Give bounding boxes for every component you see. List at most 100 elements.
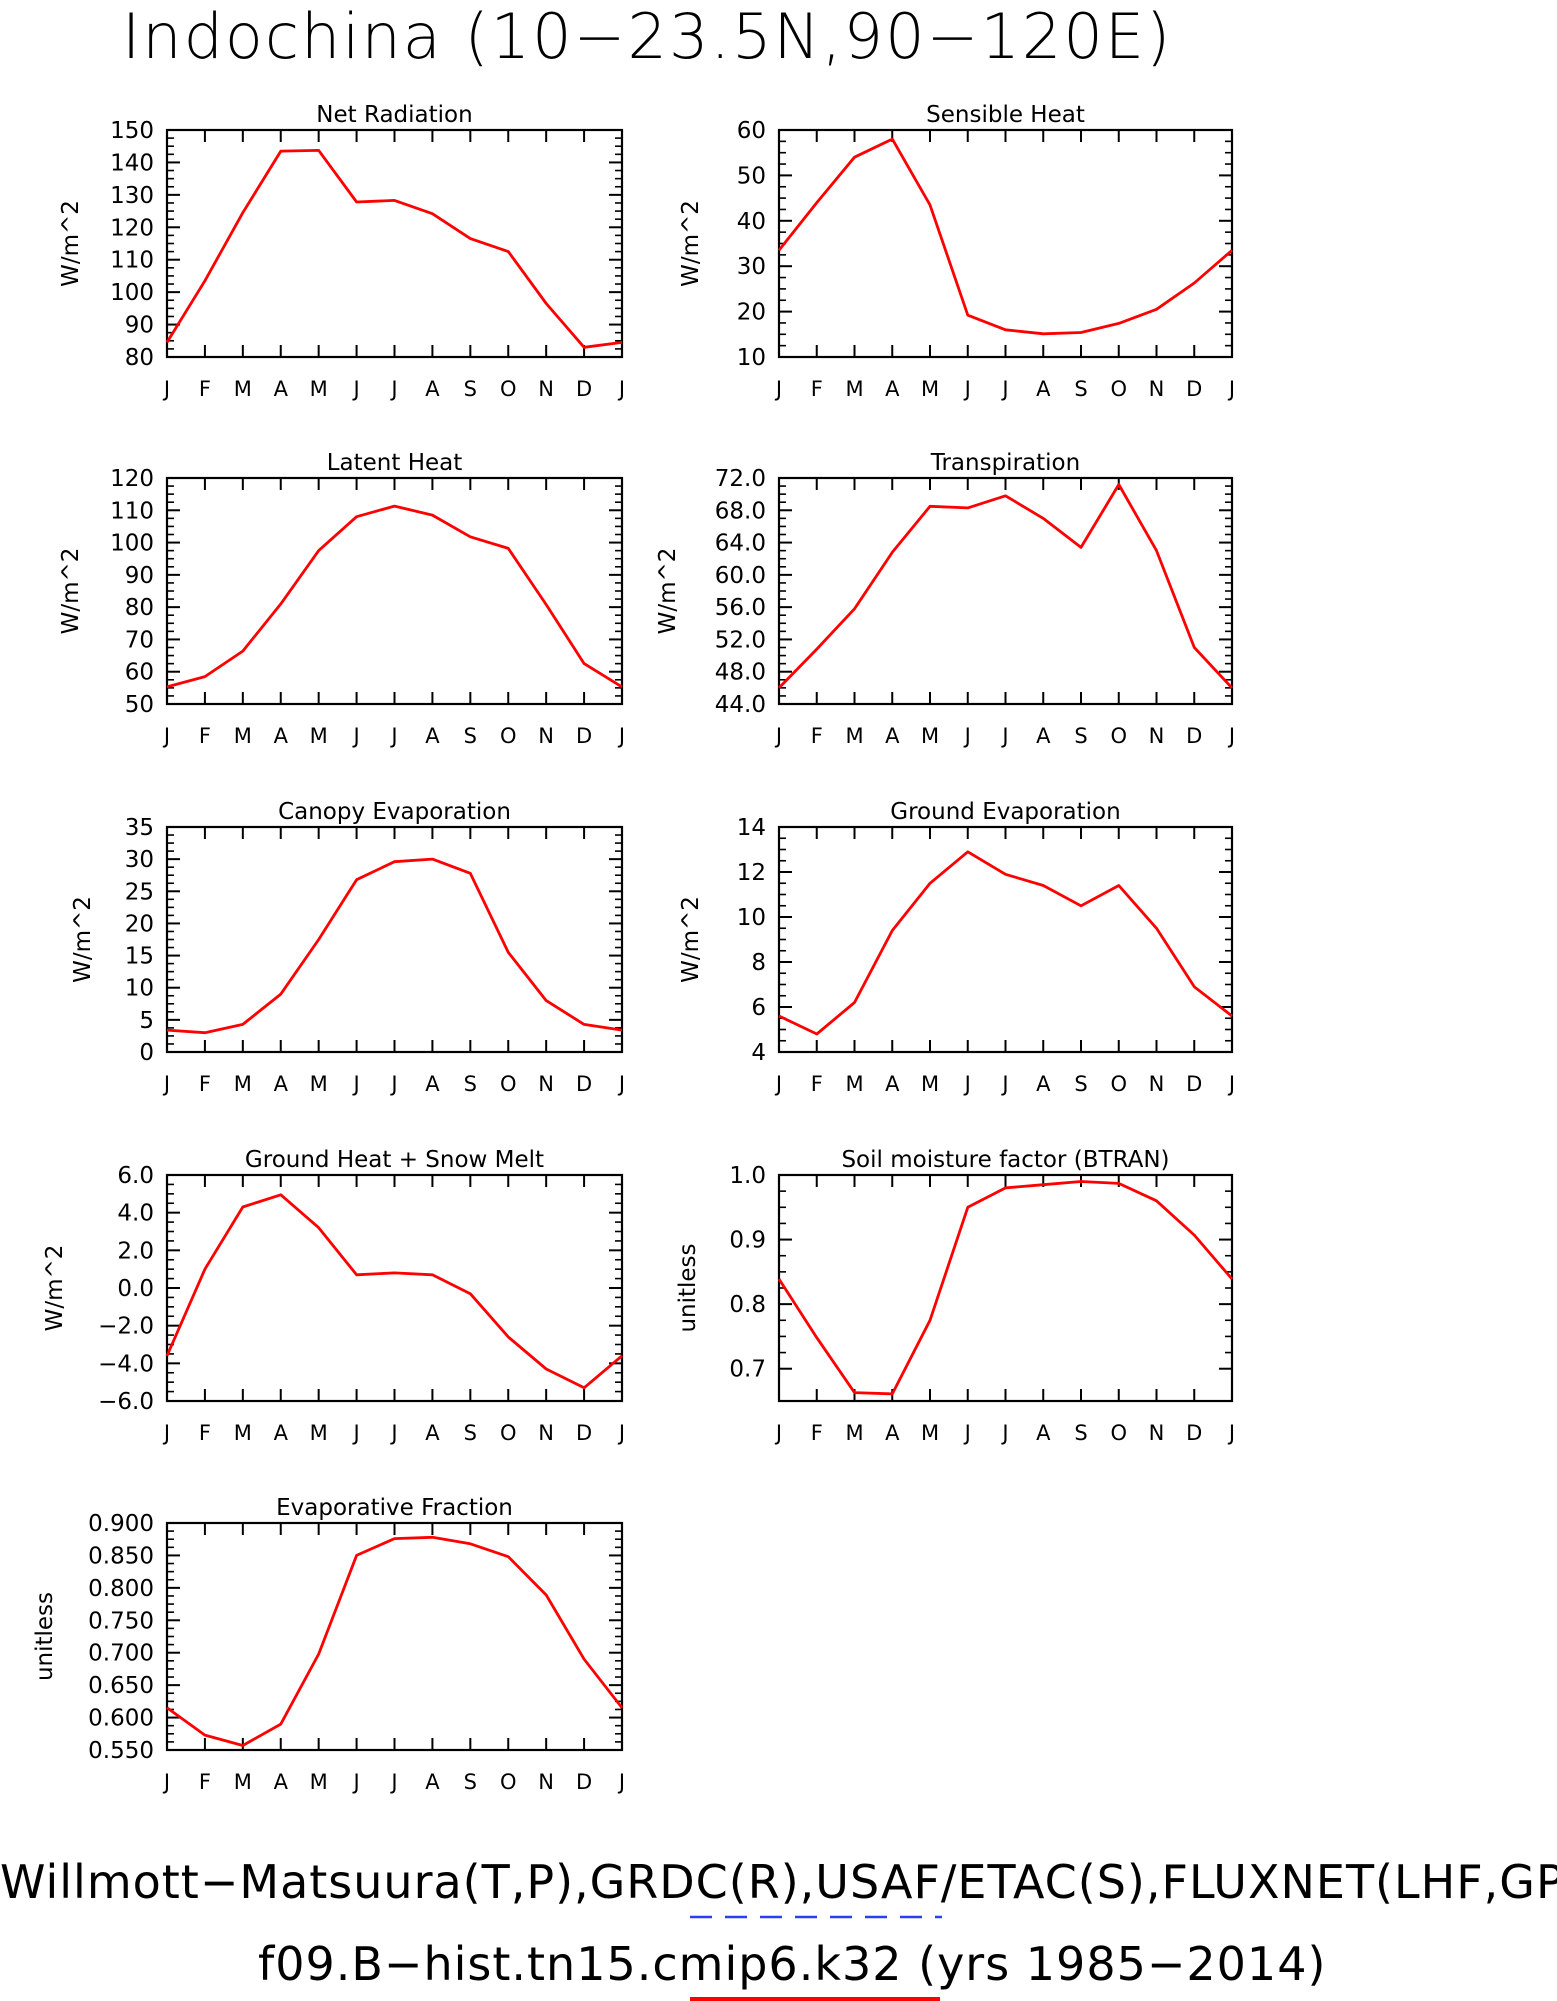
- x-tick-label: M: [921, 1421, 939, 1445]
- x-tick-label: A: [1036, 377, 1051, 401]
- chart-title: Evaporative Fraction: [276, 1495, 513, 1521]
- x-tick-label: A: [885, 1421, 900, 1445]
- series-line: [165, 148, 623, 349]
- y-tick-label: 60: [125, 660, 154, 686]
- y-axis-label: W/m^2: [655, 548, 681, 635]
- y-tick-label: 72.0: [715, 466, 766, 492]
- x-tick-label: S: [1074, 1072, 1087, 1096]
- x-tick-label: D: [1186, 724, 1202, 748]
- y-tick-label: 0.0: [117, 1276, 154, 1302]
- y-tick-label: 4.0: [117, 1201, 154, 1227]
- y-tick-label: 60.0: [715, 563, 766, 589]
- series-line: [777, 483, 1234, 689]
- chart-title: Latent Heat: [327, 450, 463, 476]
- series-line: [777, 137, 1233, 336]
- y-tick-label: 20: [737, 300, 766, 326]
- y-tick-label: 50: [737, 163, 766, 189]
- x-tick-label: D: [1186, 377, 1202, 401]
- x-tick-label: A: [274, 1770, 289, 1794]
- x-tick-label: J: [1000, 1421, 1008, 1445]
- y-tick-label: 2.0: [117, 1238, 154, 1264]
- x-tick-label: D: [1186, 1072, 1202, 1096]
- y-tick-label: 90: [125, 563, 154, 589]
- y-tick-label: 68.0: [715, 498, 766, 524]
- x-tick-label: J: [389, 724, 397, 748]
- y-tick-label: 0.7: [729, 1357, 766, 1383]
- y-tick-label: −2.0: [98, 1314, 154, 1340]
- chart-title: Transpiration: [930, 450, 1080, 476]
- y-tick-label: 35: [125, 815, 154, 841]
- x-tick-label: J: [351, 1421, 359, 1445]
- x-tick-label: O: [1110, 1072, 1127, 1096]
- y-tick-label: 12: [737, 860, 766, 886]
- y-tick-label: 50: [125, 692, 154, 718]
- y-axis-label: W/m^2: [678, 200, 704, 287]
- x-tick-label: J: [963, 724, 971, 748]
- x-tick-label: A: [425, 1770, 440, 1794]
- y-tick-label: 0.800: [88, 1576, 154, 1602]
- x-tick-label: M: [234, 1072, 252, 1096]
- y-tick-label: 150: [110, 118, 154, 144]
- x-tick-label: S: [1074, 377, 1087, 401]
- x-tick-label: D: [576, 1072, 592, 1096]
- y-tick-label: 6.0: [117, 1163, 154, 1189]
- y-axis-label: unitless: [675, 1243, 701, 1332]
- x-tick-label: N: [1149, 1421, 1165, 1445]
- x-tick-label: S: [464, 377, 477, 401]
- x-tick-label: N: [538, 377, 554, 401]
- x-tick-label: N: [538, 1072, 554, 1096]
- x-tick-label: D: [576, 724, 592, 748]
- chart-title: Ground Evaporation: [890, 799, 1120, 825]
- x-tick-label: A: [425, 1072, 440, 1096]
- figure-title-text: Indochina (10−23.5N,90−120E): [122, 0, 1173, 73]
- y-tick-label: 80: [125, 345, 154, 371]
- x-tick-label: A: [1036, 724, 1051, 748]
- y-tick-label: 100: [110, 280, 154, 306]
- plot-frame: [165, 128, 624, 359]
- x-tick-label: J: [389, 1770, 397, 1794]
- x-tick-label: S: [464, 1421, 477, 1445]
- footer-line-2: f09.B−hist.tn15.cmip6.k32 (yrs 1985−2014…: [258, 1937, 1327, 1991]
- x-tick-label: J: [617, 724, 625, 748]
- y-axis-label: W/m^2: [678, 896, 704, 983]
- y-tick-label: 30: [737, 254, 766, 280]
- series-line: [165, 1193, 623, 1390]
- x-tick-label: J: [389, 1072, 397, 1096]
- chart-panel-8: Soil moisture factor (BTRAN)J F M A M J J A S O N D…: [675, 1147, 1235, 1445]
- x-tick-label: M: [234, 1421, 252, 1445]
- x-tick-label: F: [199, 1421, 211, 1445]
- y-tick-label: 140: [110, 150, 154, 176]
- x-tick-label: A: [274, 377, 289, 401]
- y-tick-label: 10: [125, 976, 154, 1002]
- footer-line-1: Willmott−Matsuura(T,P),GRDC(R),USAF/ETAC…: [0, 1855, 1557, 1909]
- chart-title: Net Radiation: [316, 102, 472, 128]
- x-tick-label: J: [162, 1421, 170, 1445]
- x-tick-label: A: [885, 724, 900, 748]
- x-tick-label: A: [1036, 1072, 1051, 1096]
- x-tick-label: F: [199, 1770, 211, 1794]
- y-tick-label: 60: [737, 118, 766, 144]
- x-tick-label: J: [351, 724, 359, 748]
- x-tick-label: M: [921, 1072, 939, 1096]
- x-tick-label: O: [500, 724, 517, 748]
- x-tick-label: M: [234, 724, 252, 748]
- y-tick-label: 5: [139, 1008, 154, 1034]
- x-tick-label: J: [963, 377, 971, 401]
- x-tick-label: J: [1000, 377, 1008, 401]
- x-tick-label: J: [162, 1072, 170, 1096]
- x-tick-label: M: [234, 377, 252, 401]
- y-tick-label: 48.0: [715, 660, 766, 686]
- x-tick-label: J: [963, 1421, 971, 1445]
- x-tick-label: J: [774, 1072, 782, 1096]
- plot-frame: [165, 1173, 624, 1403]
- x-tick-label: J: [1227, 1072, 1235, 1096]
- y-tick-label: 0.750: [88, 1608, 154, 1634]
- x-tick-label: A: [1036, 1421, 1051, 1445]
- y-tick-label: 100: [110, 531, 154, 557]
- x-tick-label: J: [1000, 1072, 1008, 1096]
- x-tick-label: J: [162, 377, 170, 401]
